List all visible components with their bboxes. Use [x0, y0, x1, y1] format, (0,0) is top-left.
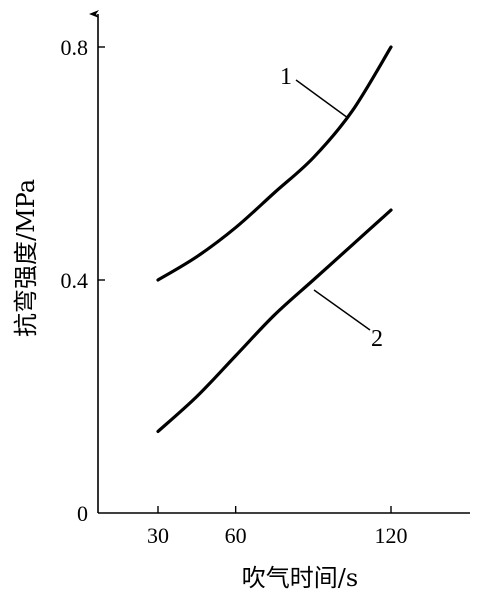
y-tick-label: 0 — [77, 501, 88, 526]
series-group: 12 — [156, 45, 393, 434]
y-axis-label: 抗弯强度/MPa — [12, 179, 40, 337]
axes — [89, 10, 470, 514]
ticks: 30 60 120 0 0.4 0.8 — [61, 35, 408, 548]
series-label-2: 2 — [371, 326, 383, 352]
series-line-1 — [156, 45, 393, 282]
series-leader-1 — [295, 79, 349, 119]
x-tick-label: 30 — [147, 523, 169, 548]
x-axis-label: 吹气时间/s — [242, 564, 358, 592]
x-tick-label: 60 — [225, 523, 247, 548]
series-line-2 — [156, 208, 393, 434]
y-tick-label: 0.8 — [61, 35, 89, 60]
y-tick-label: 0.4 — [61, 268, 89, 293]
series-leader-2 — [313, 289, 371, 331]
x-tick-label: 120 — [375, 523, 408, 548]
series-label-1: 1 — [280, 64, 292, 90]
